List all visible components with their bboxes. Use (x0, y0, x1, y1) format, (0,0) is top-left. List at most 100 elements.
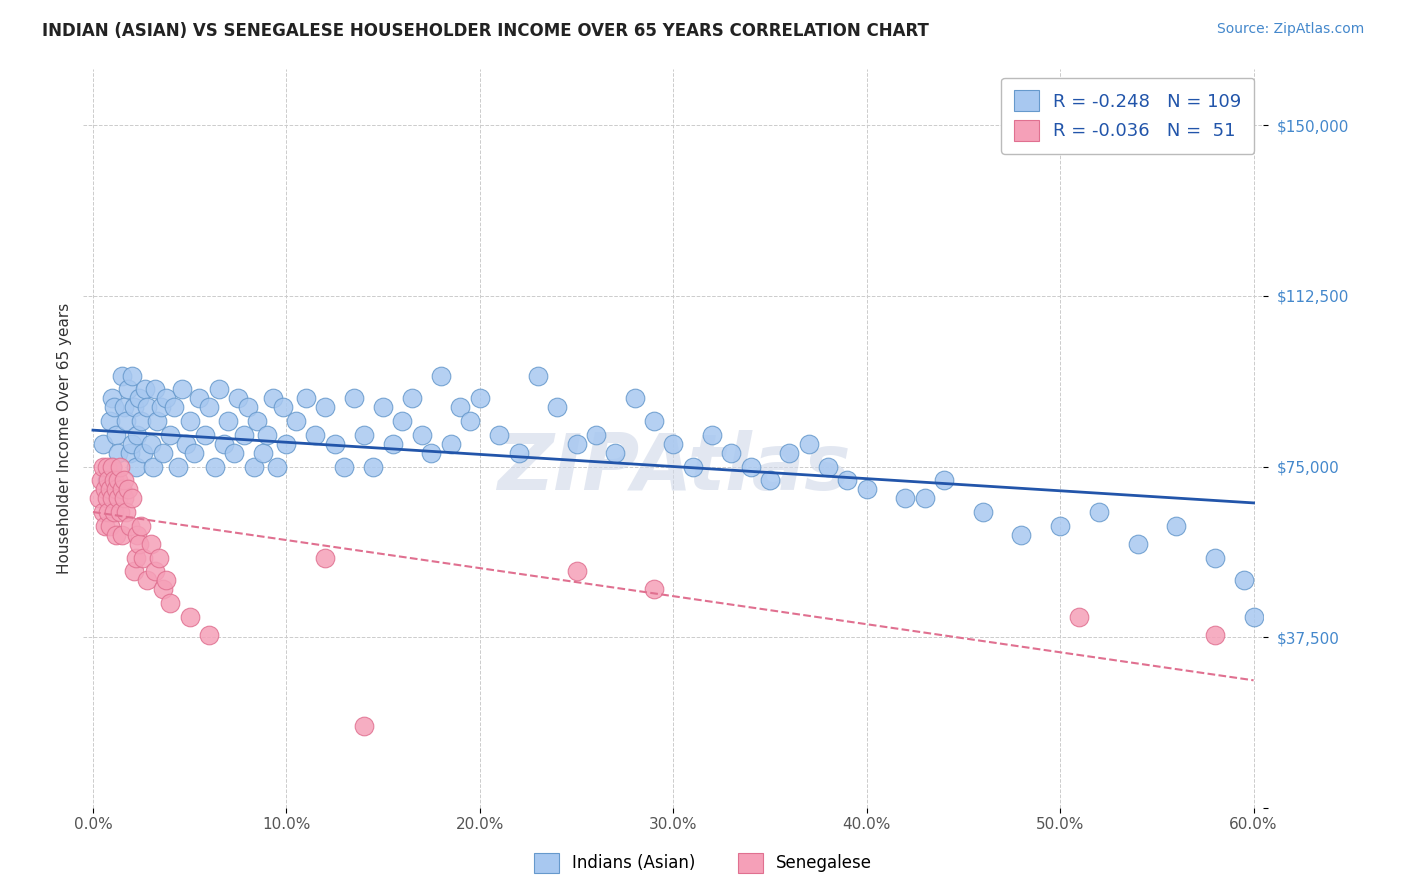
Point (198, 401, 221, 415)
Point (391, 414, 413, 428)
Point (134, 382, 156, 396)
Point (105, 528, 128, 542)
Point (266, 459, 288, 474)
Point (294, 392, 316, 406)
Point (1223, 132, 1246, 146)
Point (97, 473, 120, 487)
Point (101, 491, 124, 506)
Point (159, 427, 181, 442)
Point (100, 483, 122, 497)
Point (101, 392, 124, 406)
Text: Source: ZipAtlas.com: Source: ZipAtlas.com (1216, 22, 1364, 37)
Point (139, 537, 162, 551)
Point (458, 414, 481, 428)
Point (1069, 609, 1091, 624)
Point (97, 505, 120, 519)
Point (155, 573, 177, 587)
Point (131, 414, 153, 428)
Point (117, 382, 139, 396)
Point (118, 446, 141, 460)
Point (700, 427, 723, 442)
Point (894, 491, 917, 506)
Point (101, 459, 124, 474)
Point (363, 459, 385, 474)
Point (103, 505, 125, 519)
Point (1204, 628, 1226, 642)
Point (111, 368, 134, 383)
Point (198, 628, 221, 642)
Point (214, 437, 236, 451)
Point (112, 491, 135, 506)
Point (103, 473, 125, 487)
Point (817, 459, 839, 474)
Point (343, 392, 366, 406)
Point (121, 368, 143, 383)
Point (1204, 550, 1226, 565)
Point (204, 459, 226, 474)
Point (468, 392, 491, 406)
Point (252, 446, 274, 460)
Point (778, 446, 800, 460)
Point (565, 437, 588, 451)
Point (236, 401, 259, 415)
Point (91, 437, 114, 451)
Point (333, 459, 356, 474)
Point (179, 609, 201, 624)
Point (111, 483, 134, 497)
Point (91, 459, 114, 474)
Point (131, 518, 153, 533)
Point (194, 427, 217, 442)
Point (118, 518, 141, 533)
Point (420, 446, 443, 460)
Point (217, 414, 239, 428)
Point (87, 491, 110, 506)
Point (271, 401, 294, 415)
Point (136, 573, 159, 587)
Point (149, 401, 172, 415)
Point (179, 414, 201, 428)
Point (122, 564, 145, 578)
Point (132, 446, 155, 460)
Point (759, 473, 782, 487)
Point (226, 392, 249, 406)
Point (152, 582, 174, 597)
Point (93, 518, 115, 533)
Point (108, 459, 131, 474)
Point (353, 719, 375, 733)
Point (93, 483, 115, 497)
Point (170, 382, 193, 396)
Point (127, 528, 149, 542)
Point (148, 550, 170, 565)
Point (96, 473, 118, 487)
Point (112, 401, 135, 415)
Point (682, 459, 704, 474)
Point (100, 414, 122, 428)
Point (256, 427, 278, 442)
Point (323, 437, 346, 451)
Point (276, 437, 298, 451)
Point (855, 483, 877, 497)
Point (188, 392, 211, 406)
Point (720, 446, 742, 460)
Point (103, 401, 125, 415)
Point (96, 459, 118, 474)
Point (1088, 505, 1111, 519)
Point (262, 392, 284, 406)
Y-axis label: Householder Income Over 65 years: Householder Income Over 65 years (58, 302, 72, 574)
Point (128, 392, 150, 406)
Point (127, 427, 149, 442)
Point (124, 550, 146, 565)
Point (128, 537, 150, 551)
Point (142, 459, 165, 474)
Point (101, 459, 124, 474)
Point (246, 414, 269, 428)
Point (1233, 573, 1256, 587)
Point (1049, 518, 1071, 533)
Point (508, 446, 530, 460)
Point (1010, 528, 1032, 542)
Point (371, 401, 394, 415)
Point (488, 427, 510, 442)
Point (112, 473, 135, 487)
Point (643, 414, 665, 428)
Point (304, 427, 326, 442)
